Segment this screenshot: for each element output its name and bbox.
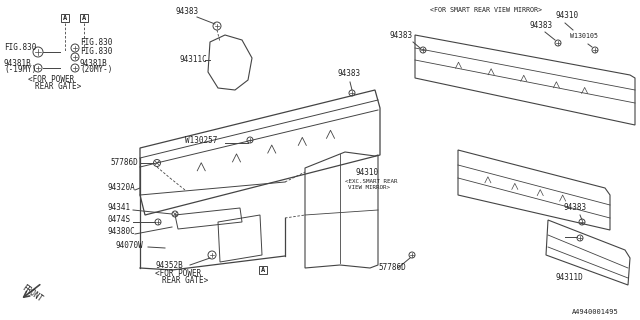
Text: (20MY-): (20MY-)	[80, 65, 113, 74]
Text: 57786D: 57786D	[110, 158, 138, 167]
Text: 94383: 94383	[564, 203, 587, 212]
Text: 94352B: 94352B	[155, 261, 183, 270]
Text: FIG.830: FIG.830	[80, 47, 113, 56]
Bar	[80, 14, 88, 22]
Text: 94381B: 94381B	[80, 59, 108, 68]
Text: 0474S: 0474S	[108, 215, 131, 224]
Text: W130105: W130105	[570, 33, 598, 39]
Text: 94310: 94310	[355, 168, 378, 177]
Text: 94383: 94383	[390, 31, 413, 40]
Text: 94383: 94383	[338, 69, 361, 78]
Text: A: A	[261, 267, 265, 273]
Text: <FOR POWER: <FOR POWER	[155, 269, 201, 278]
Text: 94383: 94383	[530, 21, 553, 30]
Text: W130257: W130257	[185, 136, 218, 145]
Text: 94311D: 94311D	[555, 273, 583, 282]
Text: 94381B: 94381B	[4, 59, 32, 68]
Text: 94380C: 94380C	[108, 227, 136, 236]
Text: 94341: 94341	[108, 203, 131, 212]
Text: REAR GATE>: REAR GATE>	[162, 276, 208, 285]
Text: <EXC.SMART REAR: <EXC.SMART REAR	[345, 179, 397, 184]
Text: FIG.830: FIG.830	[80, 38, 113, 47]
Text: VIEW MIRROR>: VIEW MIRROR>	[348, 185, 390, 190]
Text: FIG.830: FIG.830	[4, 43, 36, 52]
Text: (-19MY): (-19MY)	[4, 65, 36, 74]
Bar	[259, 266, 267, 274]
Text: A: A	[63, 15, 67, 21]
Text: A4940001495: A4940001495	[572, 309, 619, 315]
Text: <FOR SMART REAR VIEW MIRROR>: <FOR SMART REAR VIEW MIRROR>	[430, 7, 542, 13]
Text: FRONT: FRONT	[20, 284, 44, 304]
Text: A: A	[82, 15, 86, 21]
Bar	[61, 14, 69, 22]
Text: REAR GATE>: REAR GATE>	[35, 82, 81, 91]
Text: <FOR POWER: <FOR POWER	[28, 75, 74, 84]
Text: 94310: 94310	[555, 11, 578, 20]
Text: 94311C: 94311C	[180, 55, 208, 64]
Text: 57786D: 57786D	[378, 263, 406, 272]
Text: 94320A: 94320A	[108, 183, 136, 192]
Text: 94070W: 94070W	[115, 241, 143, 250]
Text: 94383: 94383	[175, 7, 198, 16]
